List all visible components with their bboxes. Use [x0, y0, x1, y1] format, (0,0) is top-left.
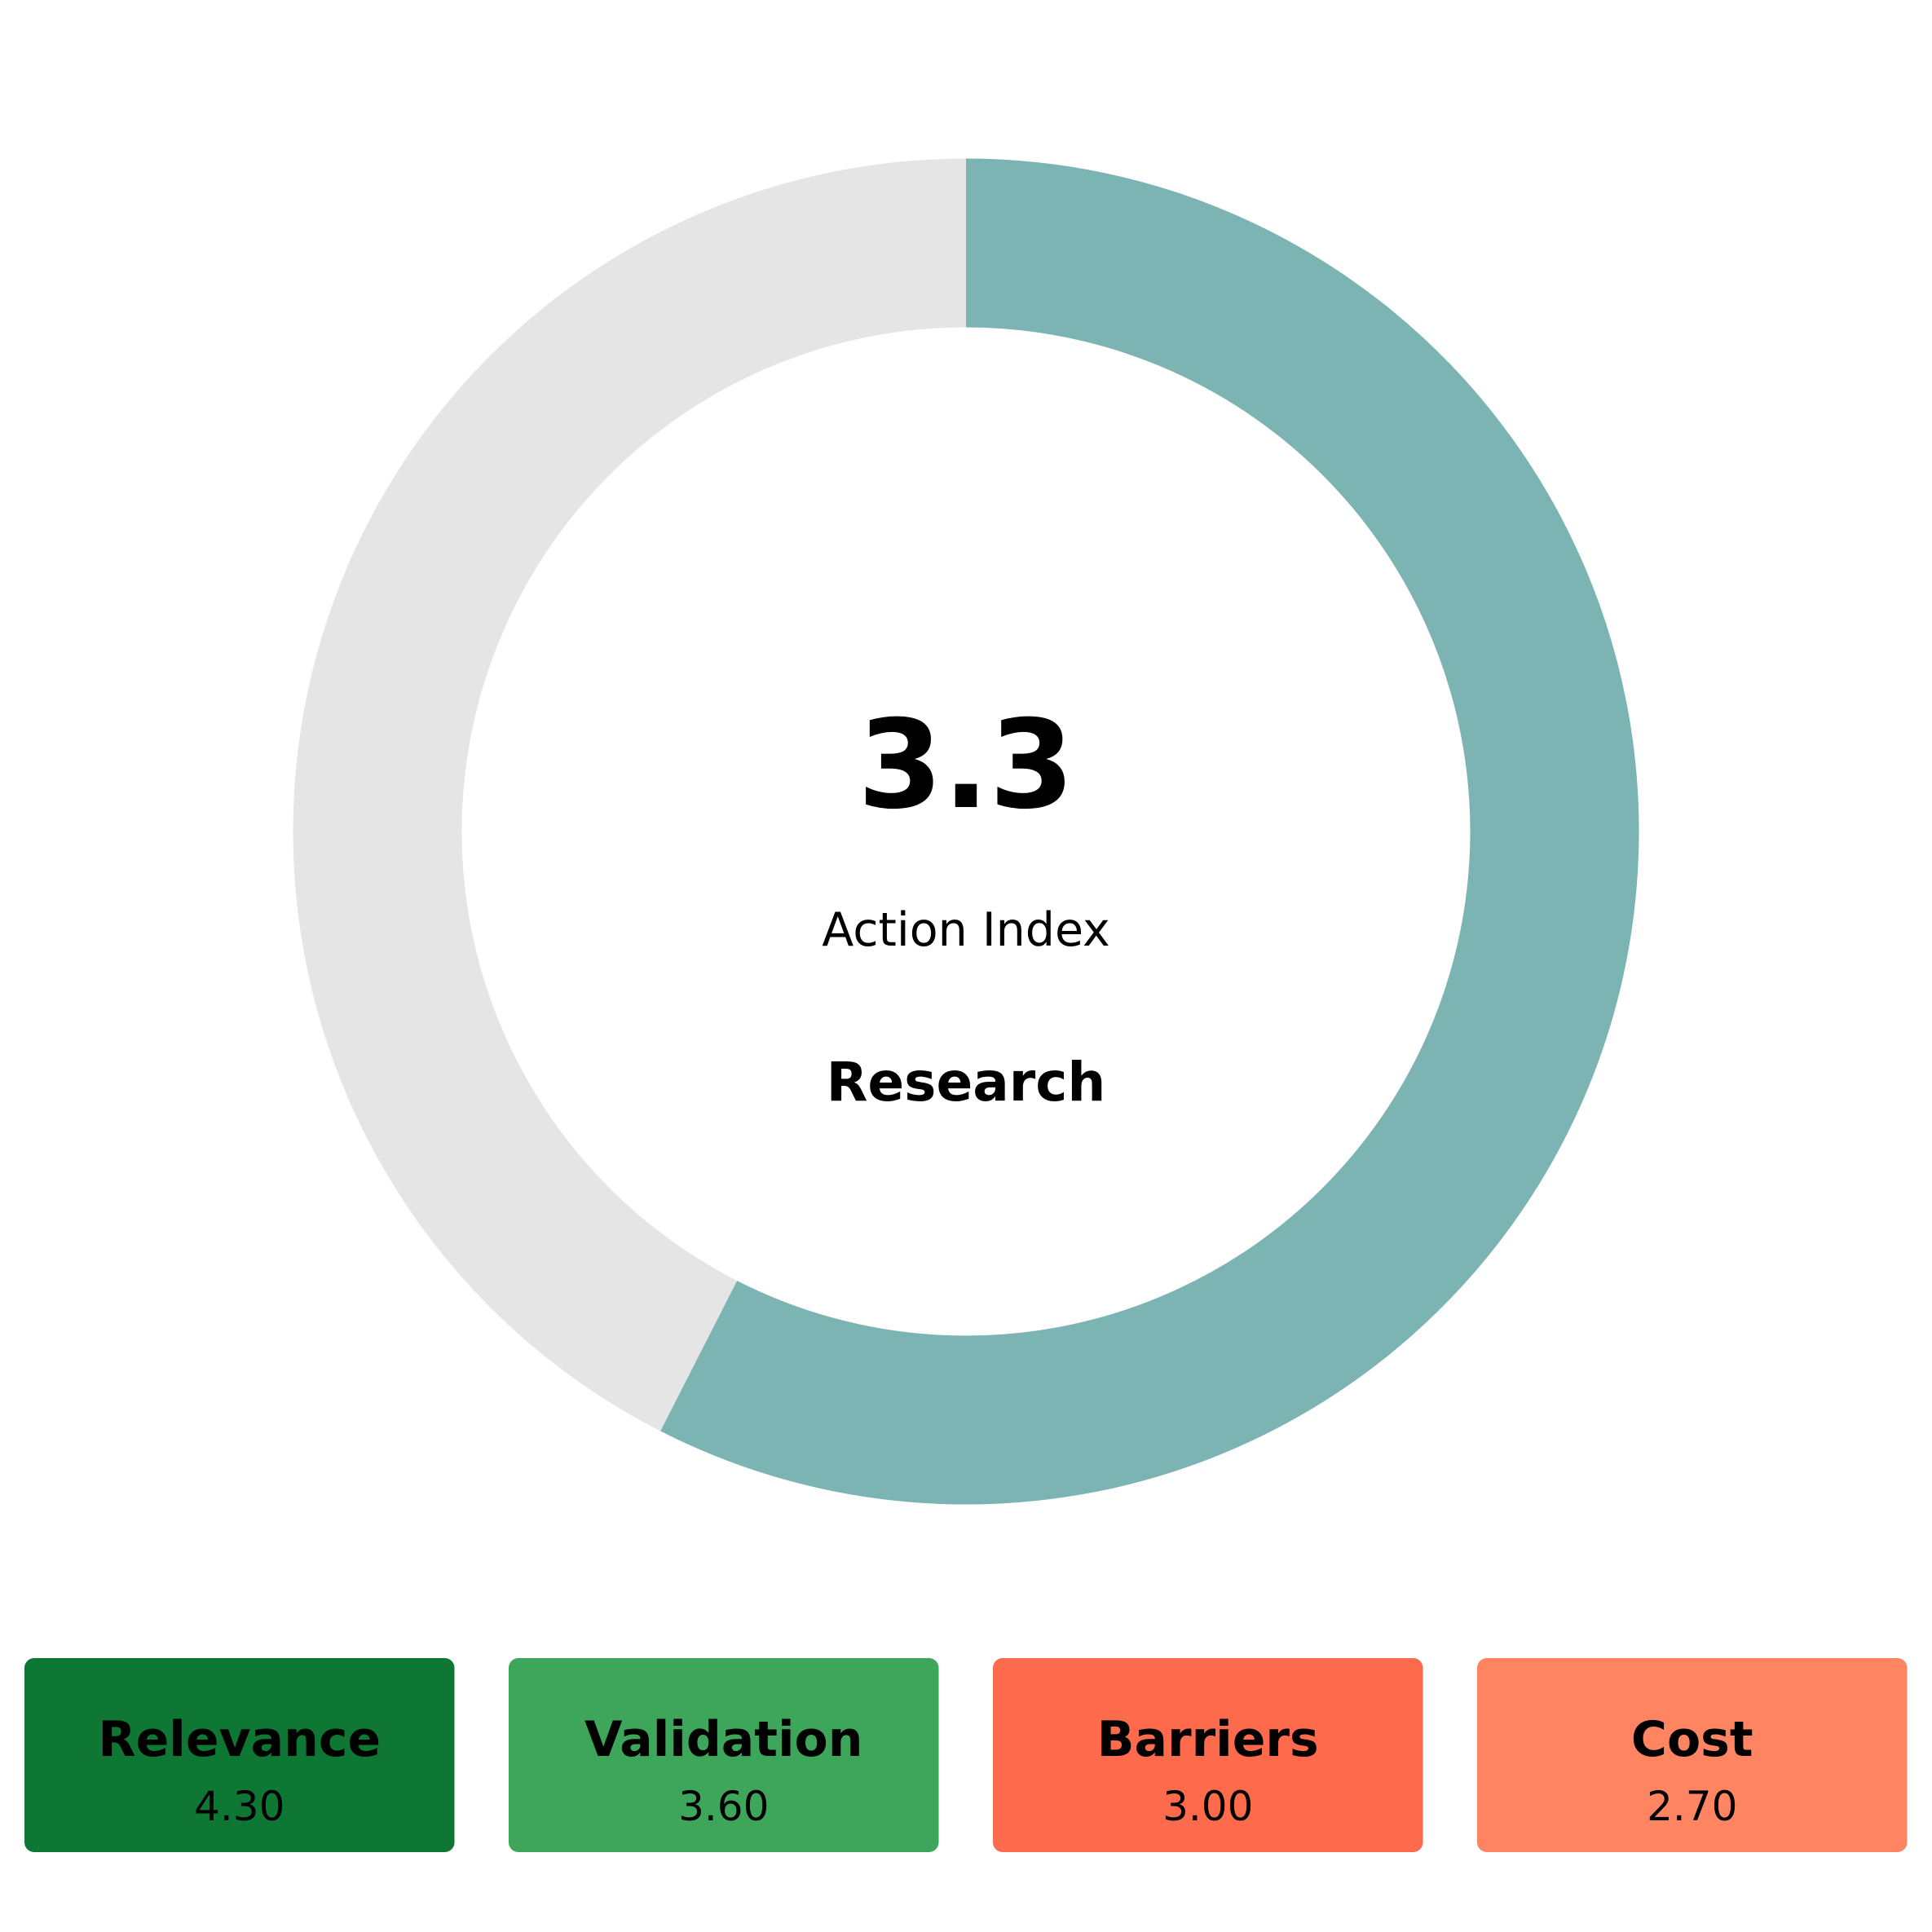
card-bar	[24, 1658, 455, 1852]
metric-card: Validation 3.60	[509, 1658, 939, 1852]
card-value: 3.60	[678, 1783, 769, 1830]
card-value: 4.30	[194, 1783, 285, 1830]
card-label: Cost	[1631, 1711, 1753, 1768]
metric-card: Relevance 4.30	[24, 1658, 455, 1852]
gauge-arc	[660, 158, 1639, 1505]
gauge-value: 3.3	[858, 695, 1074, 836]
card-bar	[993, 1658, 1423, 1852]
card-label: Relevance	[98, 1711, 381, 1768]
card-bar	[1477, 1658, 1908, 1852]
gauge-label: Action Index	[822, 903, 1110, 957]
card-label: Barriers	[1097, 1711, 1319, 1768]
metric-card: Barriers 3.00	[993, 1658, 1423, 1852]
card-value: 2.70	[1647, 1783, 1737, 1830]
card-bar	[509, 1658, 939, 1852]
card-value: 3.00	[1162, 1783, 1253, 1830]
metric-card: Cost 2.70	[1477, 1658, 1908, 1852]
card-label: Validation	[584, 1711, 862, 1768]
gauge-title: Research	[827, 1051, 1106, 1114]
